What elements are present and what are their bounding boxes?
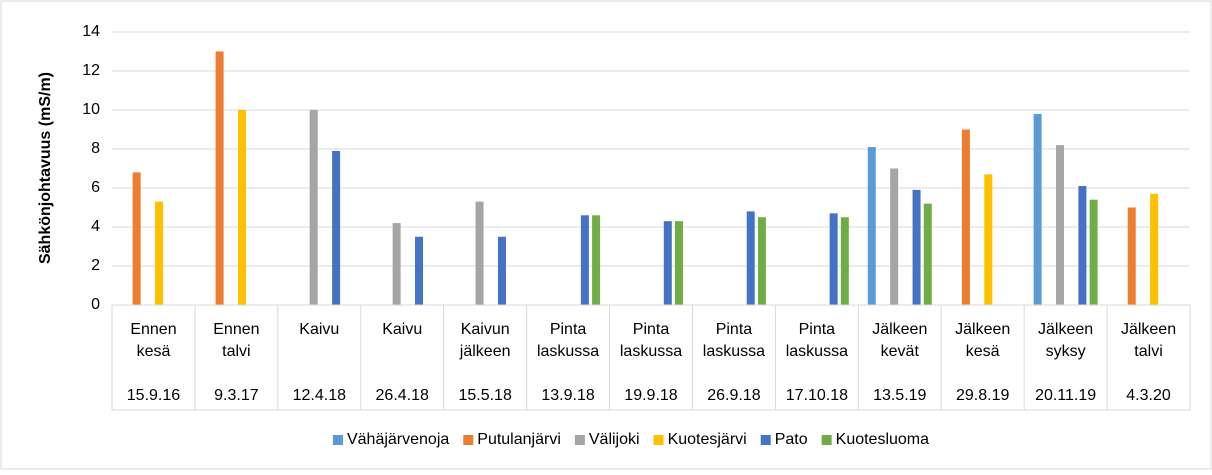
y-tick-label: 2 xyxy=(91,257,100,274)
x-date-label: 20.11.19 xyxy=(1035,387,1096,404)
legend-swatch xyxy=(463,435,474,445)
legend-swatch xyxy=(821,435,832,445)
x-tick-label: Jälkeen kevät xyxy=(872,321,927,360)
legend-swatch xyxy=(653,435,664,445)
bar xyxy=(1089,199,1098,305)
bar xyxy=(663,221,672,305)
bar xyxy=(1127,207,1136,305)
y-tick-label: 12 xyxy=(82,62,100,79)
legend: Vähäjärvenoja Putulanjärvi Välijoki Kuotesj… xyxy=(332,431,929,448)
bar xyxy=(840,217,849,305)
bar xyxy=(415,236,424,305)
bar xyxy=(1078,186,1087,305)
x-tick-label: Kaivu xyxy=(382,321,422,338)
x-date-label: 9.3.17 xyxy=(214,387,259,404)
bar xyxy=(912,189,921,305)
legend-swatch xyxy=(574,435,585,445)
bar xyxy=(475,201,484,305)
bar xyxy=(867,147,876,305)
legend-label: Kuotesjärvi xyxy=(668,431,747,448)
y-axis-title: Sähkönjohtavuus (mS/m) xyxy=(37,72,54,264)
bar xyxy=(984,174,993,305)
x-tick-label: Jälkeen syksy xyxy=(1038,321,1093,360)
legend-label: Kuotesluoma xyxy=(836,431,929,448)
bar xyxy=(890,168,899,305)
bar xyxy=(1150,193,1159,305)
x-tick-label: Ennen kesä xyxy=(130,321,176,360)
x-date-label: 26.9.18 xyxy=(707,387,760,404)
bar xyxy=(961,129,970,305)
bar xyxy=(332,150,341,305)
legend-swatch xyxy=(332,435,343,445)
y-tick-label: 14 xyxy=(82,23,100,40)
legend-swatch xyxy=(760,435,771,445)
bar xyxy=(497,236,506,305)
bar xyxy=(746,211,755,305)
x-tick-label: Pinta laskussa xyxy=(703,321,765,360)
y-tick-label: 8 xyxy=(91,140,100,157)
bar xyxy=(1033,113,1042,306)
x-tick-label: Ennen talvi xyxy=(213,321,259,360)
bar xyxy=(237,110,246,305)
x-tick-label: Pinta laskussa xyxy=(620,321,682,360)
x-date-label: 4.3.20 xyxy=(1126,387,1171,404)
x-tick-label: Jälkeen kesä xyxy=(955,321,1010,360)
x-date-label: 29.8.19 xyxy=(956,387,1009,404)
legend-label: Pato xyxy=(775,431,808,448)
bar xyxy=(675,221,683,305)
y-tick-label: 10 xyxy=(82,101,100,118)
bar xyxy=(580,215,589,305)
x-date-label: 15.9.16 xyxy=(127,387,180,404)
bar xyxy=(592,215,601,305)
bar xyxy=(309,110,318,305)
legend-label: Vähäjärvenoja xyxy=(347,431,449,448)
bar xyxy=(132,172,141,305)
bar xyxy=(392,223,401,305)
bar xyxy=(155,201,164,305)
legend-label: Putulanjärvi xyxy=(477,431,561,448)
y-tick-label: 4 xyxy=(91,218,100,235)
x-tick-label: Kaivu xyxy=(299,321,339,338)
x-date-label: 13.5.19 xyxy=(873,387,926,404)
x-date-label: 19.9.18 xyxy=(624,387,677,404)
x-tick-label: Kaivun jälkeen xyxy=(459,321,511,360)
x-date-label: 17.10.18 xyxy=(786,387,848,404)
x-date-label: 15.5.18 xyxy=(458,387,511,404)
x-tick-label: Pinta laskussa xyxy=(537,321,599,360)
x-tick-label: Pinta laskussa xyxy=(786,321,848,360)
legend-label: Välijoki xyxy=(589,431,640,448)
bar xyxy=(1056,145,1065,305)
bar xyxy=(829,213,838,305)
x-date-label: 12.4.18 xyxy=(293,387,346,404)
bar xyxy=(923,203,932,305)
y-tick-label: 0 xyxy=(91,296,100,313)
y-tick-label: 6 xyxy=(91,179,100,196)
x-date-label: 13.9.18 xyxy=(541,387,594,404)
x-tick-label: Jälkeen talvi xyxy=(1121,321,1176,360)
bar xyxy=(757,217,766,305)
x-date-label: 26.4.18 xyxy=(376,387,429,404)
bar xyxy=(215,51,224,305)
